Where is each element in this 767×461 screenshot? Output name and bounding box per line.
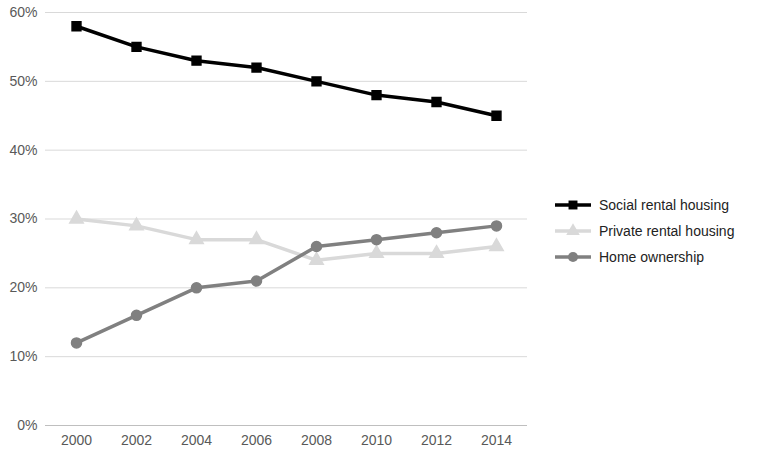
html-text:Private rental housing: Private rental housing <box>599 222 735 239</box>
svg-text:2000: 2000 <box>61 432 92 448</box>
html-text:Home ownership: Home ownership <box>599 248 705 265</box>
svg-text:30%: 30% <box>9 210 37 226</box>
svg-text:60%: 60% <box>9 4 37 20</box>
svg-text:20%: 20% <box>9 279 37 295</box>
svg-text:50%: 50% <box>9 73 37 89</box>
svg-text:2004: 2004 <box>181 432 212 448</box>
html-text:Social rental housing: Social rental housing <box>599 196 729 213</box>
svg-text:2006: 2006 <box>241 432 272 448</box>
svg-text:40%: 40% <box>9 142 37 158</box>
svg-text:2008: 2008 <box>301 432 332 448</box>
svg-text:2012: 2012 <box>421 432 452 448</box>
svg-text:0%: 0% <box>17 417 37 433</box>
svg-text:10%: 10% <box>9 348 37 364</box>
svg-text:2002: 2002 <box>121 432 152 448</box>
svg-text:2014: 2014 <box>481 432 512 448</box>
svg-text:2010: 2010 <box>361 432 392 448</box>
